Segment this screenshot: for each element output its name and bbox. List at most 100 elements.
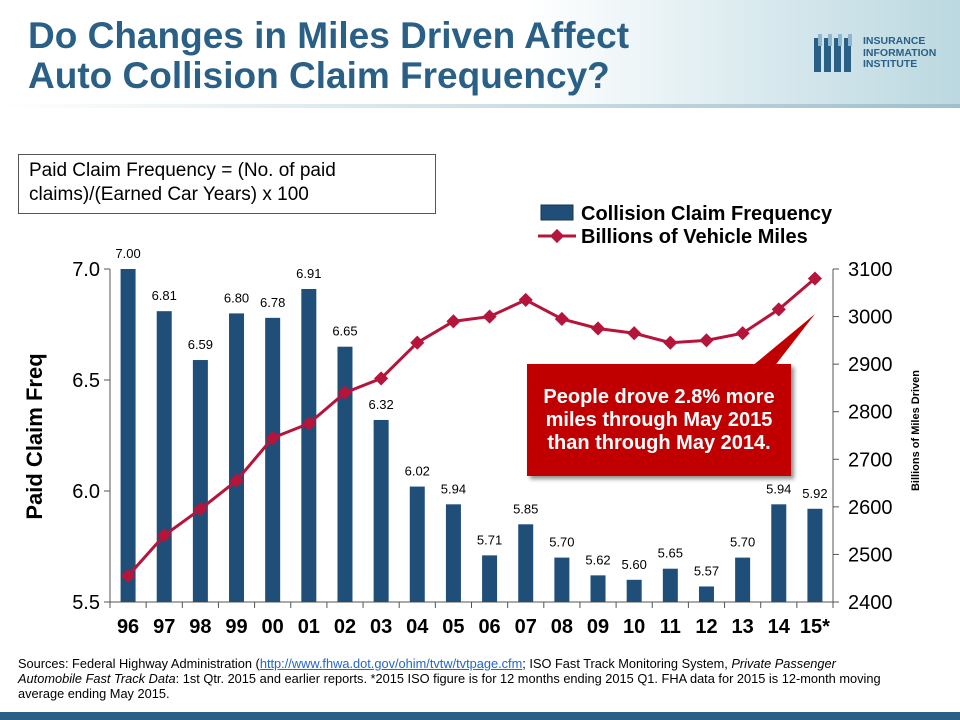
bar-data-label: 5.94 bbox=[766, 481, 791, 496]
x-tick-label: 11 bbox=[660, 616, 681, 638]
iii-logo: INSURANCE INFORMATION INSTITUTE bbox=[814, 34, 950, 78]
logo-text-line-3: INSTITUTE bbox=[863, 58, 918, 70]
bar-data-label: 5.70 bbox=[549, 535, 574, 550]
y2-tick-label: 3000 bbox=[848, 307, 893, 329]
x-tick-label: 98 bbox=[189, 616, 211, 638]
line-point bbox=[121, 568, 136, 583]
bar-data-label: 5.70 bbox=[730, 535, 755, 550]
line-point bbox=[229, 473, 244, 488]
x-tick-label: 14 bbox=[768, 616, 791, 638]
legend-line-marker bbox=[549, 228, 565, 244]
y2-tick-label: 3100 bbox=[848, 259, 893, 281]
x-tick-label: 06 bbox=[478, 616, 500, 638]
bar bbox=[156, 311, 172, 602]
x-tick-label: 05 bbox=[442, 616, 464, 638]
x-tick-label: 08 bbox=[551, 616, 573, 638]
bar-data-label: 5.57 bbox=[694, 563, 719, 578]
sources-link[interactable]: http://www.fhwa.dot.gov/ohim/tvtw/tvtpag… bbox=[259, 656, 523, 671]
line-point bbox=[157, 528, 172, 543]
bar bbox=[518, 524, 534, 602]
slide-title-line-1: Do Changes in Miles Driven Affect bbox=[28, 15, 630, 56]
chart-bar-labels: 7.00 6.81 6.59 6.80 6.78 6.91 6.65 6.32 6.02 5.94… bbox=[115, 246, 827, 578]
header-divider bbox=[0, 104, 960, 108]
bar bbox=[771, 504, 787, 602]
line-point bbox=[699, 333, 714, 348]
bar-data-label: 5.60 bbox=[622, 557, 647, 572]
combo-chart: 5.5 6.0 6.5 7.0 2400 2500 2600 2700 2800 2900 3000… bbox=[22, 203, 922, 638]
bar bbox=[626, 579, 642, 602]
line-point bbox=[518, 292, 533, 307]
line-point bbox=[265, 430, 280, 445]
bar bbox=[120, 269, 136, 602]
callout-pointer-group bbox=[745, 314, 815, 372]
bar-data-label: 5.65 bbox=[658, 546, 683, 561]
y2-tick-label: 2900 bbox=[848, 354, 893, 376]
bar bbox=[192, 360, 208, 602]
bar bbox=[482, 555, 498, 602]
bar bbox=[554, 557, 570, 602]
bar-data-label: 5.92 bbox=[802, 486, 827, 501]
formula-box: Paid Claim Frequency = (No. of paid clai… bbox=[18, 154, 436, 214]
y2-axis-title: Billions of Miles Driven bbox=[910, 370, 922, 491]
sources-italic-title: Private Passenger Automobile Fast Track … bbox=[18, 656, 836, 686]
iii-logo-mark bbox=[814, 34, 852, 72]
line-point bbox=[590, 321, 606, 336]
bar bbox=[735, 557, 751, 602]
x-tick-label: 96 bbox=[117, 616, 139, 638]
legend-line-label: Billions of Vehicle Miles bbox=[581, 226, 808, 248]
line-point bbox=[735, 326, 750, 341]
bar-data-label: 6.91 bbox=[296, 266, 321, 281]
x-tick-label: 01 bbox=[298, 616, 320, 638]
bar-data-label: 6.02 bbox=[405, 464, 430, 479]
x-tick-label: 09 bbox=[587, 616, 609, 638]
x-tick-label: 15* bbox=[800, 616, 830, 638]
bar-data-label: 6.59 bbox=[188, 337, 213, 352]
line-point bbox=[374, 371, 389, 386]
x-tick-label: 12 bbox=[695, 616, 717, 638]
bar-data-label: 6.80 bbox=[224, 290, 249, 305]
bar bbox=[590, 575, 606, 602]
line-point bbox=[554, 311, 569, 327]
y2-tick-label: 2600 bbox=[848, 497, 893, 519]
y-axis-title: Paid Claim Freq bbox=[22, 353, 47, 519]
sources-prefix: Sources: Federal Highway Administration … bbox=[18, 656, 260, 671]
logo-text-line-2: INFORMATION bbox=[863, 46, 937, 59]
x-tick-label: 02 bbox=[334, 616, 356, 638]
x-tick-label: 13 bbox=[732, 616, 754, 638]
x-tick-label: 07 bbox=[515, 616, 537, 638]
chart-bars bbox=[120, 269, 823, 602]
bar-data-label: 5.62 bbox=[585, 552, 610, 567]
bar-data-label: 6.81 bbox=[152, 288, 177, 303]
sources-text-2: : 1st Qtr. 2015 and earlier reports. *20… bbox=[18, 671, 881, 701]
bar-data-label: 6.78 bbox=[260, 295, 285, 310]
line-point bbox=[482, 309, 497, 324]
y2-tick-label: 2700 bbox=[848, 449, 893, 471]
y-tick-label: 6.0 bbox=[72, 481, 100, 503]
bar bbox=[662, 568, 678, 602]
sources-text-1: ; ISO Fast Track Monitoring System, bbox=[522, 656, 732, 671]
bar bbox=[337, 346, 353, 602]
bar bbox=[265, 317, 281, 602]
y-tick-label: 7.0 bbox=[72, 259, 100, 281]
bar bbox=[229, 313, 245, 602]
bar bbox=[698, 586, 714, 602]
bar-data-label: 7.00 bbox=[115, 246, 140, 261]
y-tick-label: 5.5 bbox=[72, 592, 100, 614]
bar-data-label: 6.65 bbox=[332, 324, 357, 339]
y2-tick-label: 2400 bbox=[848, 592, 893, 614]
bar-data-label: 5.94 bbox=[441, 481, 466, 496]
bar bbox=[445, 504, 461, 602]
header-band bbox=[0, 0, 960, 104]
bar-data-label: 5.71 bbox=[477, 532, 502, 547]
line-point bbox=[337, 385, 353, 400]
x-tick-label: 10 bbox=[623, 616, 645, 638]
slide-title-line-2: Auto Collision Claim Frequency? bbox=[28, 55, 610, 96]
x-tick-label: 97 bbox=[153, 616, 175, 638]
line-point bbox=[446, 314, 461, 329]
slide-title: Do Changes in Miles Driven Affect Auto C… bbox=[28, 16, 629, 96]
y2-tick-label: 2800 bbox=[848, 402, 893, 424]
bar-data-label: 6.32 bbox=[368, 397, 393, 412]
line-point bbox=[627, 326, 642, 341]
legend-bar-swatch bbox=[540, 204, 574, 221]
